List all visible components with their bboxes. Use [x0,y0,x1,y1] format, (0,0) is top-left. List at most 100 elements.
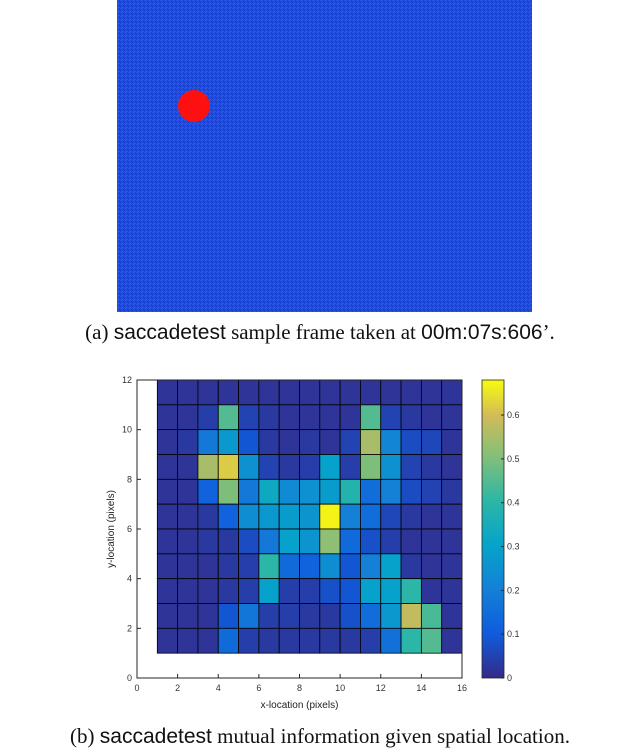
heatmap-cell [197,404,219,431]
heatmap-cell [339,503,361,530]
heatmap-cell [420,578,443,604]
heatmap-cell [420,528,443,555]
heatmap-cell [360,553,382,580]
heatmap-cell [299,379,321,406]
heatmap-cell [400,503,422,530]
caption-b: (b) saccadetest mutual information given… [0,724,640,749]
heatmap-cell [360,404,382,431]
heatmap-cell [299,503,321,530]
heatmap-cell [441,603,463,629]
heatmap-cell [319,528,341,555]
heatmap-cell [339,454,361,480]
heatmap-cell [299,553,321,580]
heatmap-cell [380,603,402,629]
heatmap-cell [177,429,199,455]
heatmap-cell [319,478,341,505]
heatmap-cell [319,553,341,580]
heatmap-cell [217,503,239,530]
heatmap-cell [299,429,321,455]
heatmap-cell [177,404,199,431]
heatmap-cell [380,379,402,406]
y-tick-label: 2 [127,623,132,633]
heatmap-cell [441,429,463,455]
heatmap-cell [217,478,239,505]
heatmap-cell [197,603,219,629]
heatmap-cell [360,627,382,654]
heatmap-cells [156,379,463,654]
heatmap-cell [339,404,361,431]
caption-a-time: 00m:07s:606 [421,321,543,344]
heatmap-cell [299,603,321,629]
heatmap-cell [258,553,280,580]
heatmap-cell [197,627,219,654]
x-axis-ticks: 0 2 4 6 8 10 12 14 16 [134,674,467,693]
heatmap-cell [400,603,422,629]
heatmap-cell [360,528,382,555]
heatmap-cell [156,603,179,629]
heatmap-cell [299,454,321,480]
heatmap-cell [380,478,402,505]
x-tick-label: 10 [335,683,345,693]
frame-red-dot [178,90,210,122]
heatmap-cell [156,578,179,604]
heatmap-cell [238,627,260,654]
heatmap-cell [278,478,300,505]
heatmap-cell [278,578,300,604]
caption-a-name: saccadetest [113,321,226,344]
heatmap-cell [156,379,179,406]
heatmap-cell [278,503,300,530]
heatmap-figure: 0 2 4 6 8 10 12 14 16 0 2 4 6 8 10 12 x-location (pixe… [106,375,520,711]
heatmap-cell [380,528,402,555]
colorbar-tick-label: 0.2 [507,585,520,595]
x-axis-label: x-location (pixels) [261,700,339,711]
x-tick-label: 4 [216,683,221,693]
heatmap-cell [258,404,280,431]
heatmap-cell [278,603,300,629]
heatmap-cell [420,454,443,480]
heatmap-cell [197,454,219,480]
heatmap-cell [238,503,260,530]
heatmap-cell [360,603,382,629]
heatmap-cell [360,578,382,604]
heatmap-cell [217,528,239,555]
heatmap-cell [360,454,382,480]
heatmap-cell [156,503,179,530]
heatmap-cell [319,503,341,530]
heatmap-cell [177,503,199,530]
heatmap-cell [156,627,179,654]
colorbar-tick-label: 0 [507,673,512,683]
heatmap-cell [258,627,280,654]
caption-a-middle: sample frame taken at [225,320,422,344]
heatmap-cell [278,379,300,406]
heatmap-cell [238,553,260,580]
heatmap-cell [258,454,280,480]
caption-b-rest: mutual information given spatial locatio… [211,724,570,748]
heatmap-cell [156,404,179,431]
heatmap-cell [197,379,219,406]
heatmap-cell [278,429,300,455]
heatmap-cell [217,553,239,580]
colorbar-tick-label: 0.5 [507,454,520,464]
heatmap-cell [380,404,402,431]
caption-a-prefix: (a) [85,320,109,344]
heatmap-cell [400,478,422,505]
heatmap-cell [420,603,443,629]
colorbar-tick-label: 0.4 [507,498,520,508]
caption-b-prefix: (b) [70,724,95,748]
heatmap-cell [441,454,463,480]
heatmap-cell [197,553,219,580]
y-tick-label: 12 [122,375,132,385]
heatmap-cell [278,454,300,480]
heatmap-cell [258,478,280,505]
heatmap-cell [156,454,179,480]
heatmap-cell [278,404,300,431]
y-axis-ticks: 0 2 4 6 8 10 12 [122,375,141,683]
heatmap-cell [319,454,341,480]
heatmap-cell [400,627,422,654]
heatmap-cell [177,578,199,604]
colorbar-tick-label: 0.3 [507,542,520,552]
colorbar-tick-label: 0.6 [507,410,520,420]
heatmap-cell [258,528,280,555]
heatmap-cell [238,478,260,505]
heatmap-cell [278,528,300,555]
